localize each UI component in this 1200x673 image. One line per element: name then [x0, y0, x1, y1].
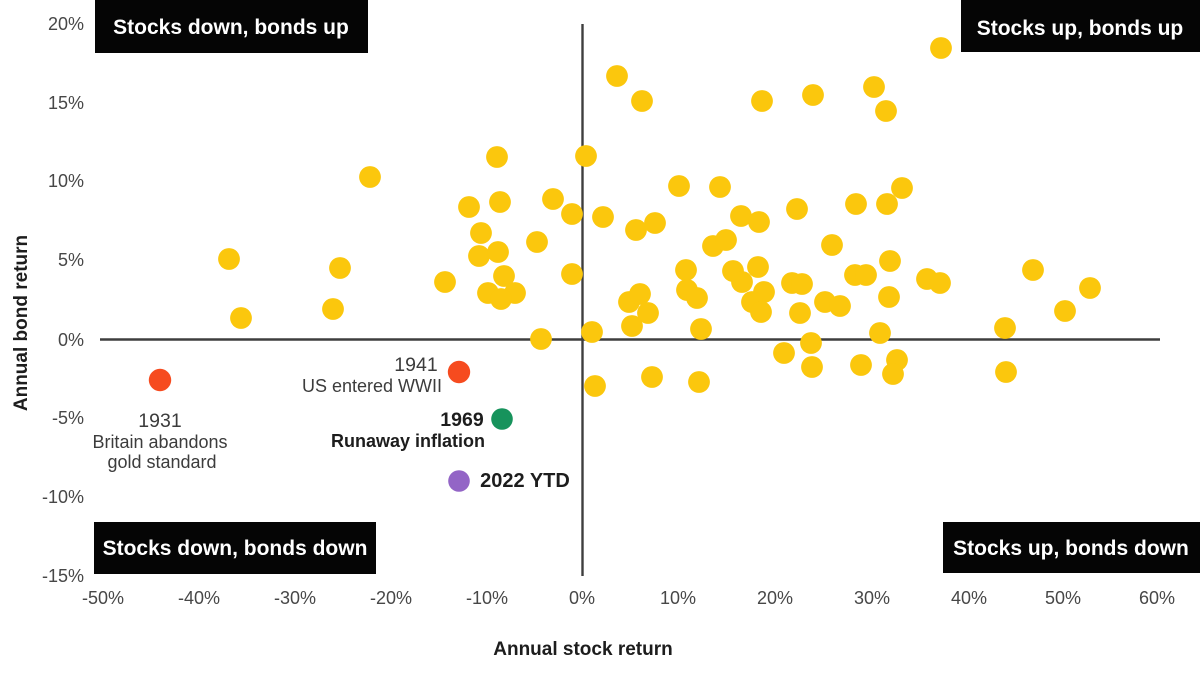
svg-text:-10%: -10% [42, 487, 84, 507]
svg-text:-40%: -40% [178, 588, 220, 608]
svg-text:-5%: -5% [52, 408, 84, 428]
svg-text:10%: 10% [660, 588, 696, 608]
svg-text:30%: 30% [854, 588, 890, 608]
svg-text:50%: 50% [1045, 588, 1081, 608]
svg-text:Stocks down, bonds up: Stocks down, bonds up [113, 16, 349, 39]
svg-text:0%: 0% [569, 588, 595, 608]
svg-text:1931: 1931 [138, 410, 181, 432]
svg-text:gold standard: gold standard [107, 452, 216, 472]
svg-text:-10%: -10% [466, 588, 508, 608]
svg-text:Stocks down, bonds down: Stocks down, bonds down [103, 537, 368, 560]
svg-text:0%: 0% [58, 330, 84, 350]
svg-text:Stocks up, bonds up: Stocks up, bonds up [977, 17, 1184, 40]
svg-text:Annual bond return: Annual bond return [11, 235, 32, 411]
svg-text:US entered WWII: US entered WWII [302, 376, 442, 396]
svg-text:-20%: -20% [370, 588, 412, 608]
svg-text:Stocks up, bonds down: Stocks up, bonds down [953, 537, 1189, 560]
svg-text:20%: 20% [757, 588, 793, 608]
svg-text:2022 YTD: 2022 YTD [480, 470, 570, 492]
svg-text:10%: 10% [48, 171, 84, 191]
svg-text:Britain abandons: Britain abandons [92, 432, 227, 452]
svg-text:40%: 40% [951, 588, 987, 608]
svg-text:1969: 1969 [440, 409, 484, 431]
svg-text:Runaway inflation: Runaway inflation [331, 431, 485, 451]
svg-text:15%: 15% [48, 93, 84, 113]
svg-text:60%: 60% [1139, 588, 1175, 608]
svg-text:5%: 5% [58, 250, 84, 270]
svg-text:-50%: -50% [82, 588, 124, 608]
svg-text:20%: 20% [48, 14, 84, 34]
svg-text:1941: 1941 [394, 354, 437, 376]
svg-text:-30%: -30% [274, 588, 316, 608]
svg-text:-15%: -15% [42, 566, 84, 586]
svg-text:Annual stock return: Annual stock return [493, 639, 672, 660]
